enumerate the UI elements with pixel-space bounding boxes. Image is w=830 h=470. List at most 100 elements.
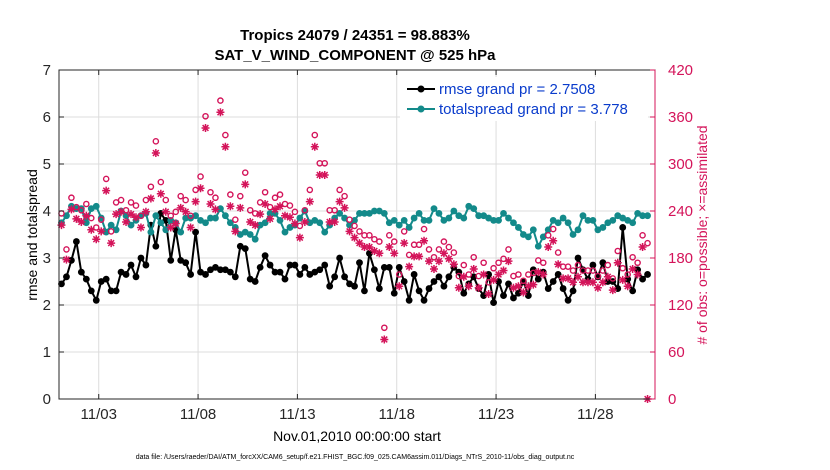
obs-assimilated-marker — [459, 272, 468, 281]
rmse-point — [395, 264, 403, 271]
x-tick-label: 11/18 — [379, 406, 415, 423]
obs-assimilated-marker — [271, 205, 280, 214]
y-right-tick-label: 360 — [668, 109, 693, 126]
obs-possible-marker — [589, 267, 597, 274]
obs-possible-marker — [222, 131, 229, 139]
obs-assimilated-marker — [385, 243, 394, 252]
obs-possible-marker — [311, 131, 319, 139]
rmse-point — [261, 252, 269, 260]
y-axis-right-label: # of obs: o=possible; ×=assimilated — [694, 125, 710, 344]
obs-assimilated-marker — [181, 207, 190, 216]
obs-assimilated-marker — [554, 260, 563, 269]
rmse-point — [87, 287, 95, 295]
y-left-tick-label: 4 — [43, 203, 51, 220]
obs-possible-marker — [425, 246, 433, 253]
rmse-point — [326, 282, 334, 290]
obs-possible-marker — [227, 191, 234, 198]
totalspread-point — [226, 219, 234, 227]
rmse-point — [72, 238, 80, 245]
obs-assimilated-marker — [310, 142, 319, 151]
obs-assimilated-marker — [425, 257, 434, 266]
obs-assimilated-marker — [434, 257, 443, 266]
totalspread-point — [276, 217, 284, 224]
obs-assimilated-marker — [410, 252, 419, 261]
obs-assimilated-marker — [365, 243, 374, 252]
totalspread-point — [380, 209, 388, 217]
totalspread-point — [500, 209, 507, 217]
obs-possible-marker — [569, 267, 577, 274]
obs-possible-marker — [594, 272, 602, 280]
rmse-point — [524, 292, 532, 299]
y-right-tick-label: 120 — [668, 297, 693, 314]
obs-assimilated-marker — [161, 207, 170, 216]
obs-possible-marker — [435, 246, 443, 253]
y-left-tick-label: 5 — [43, 156, 51, 173]
obs-possible-marker — [331, 206, 338, 214]
rmse-point — [500, 292, 507, 299]
rmse-point — [564, 296, 572, 304]
obs-possible-marker — [549, 225, 557, 233]
obs-assimilated-marker — [166, 223, 175, 232]
totalspread-point — [425, 217, 433, 224]
obs-assimilated-marker — [519, 288, 528, 297]
obs-assimilated-marker — [375, 249, 384, 258]
rmse-point — [435, 273, 443, 281]
rmse-point — [122, 271, 130, 278]
obs-assimilated-marker — [92, 235, 101, 244]
obs-assimilated-marker — [216, 108, 225, 117]
obs-possible-marker — [639, 232, 646, 239]
obs-assimilated-marker — [608, 286, 617, 295]
obs-assimilated-marker — [360, 243, 369, 252]
totalspread-point — [529, 226, 537, 234]
x-tick-label: 11/13 — [279, 406, 315, 423]
obs-possible-marker — [346, 216, 353, 223]
obs-possible-marker — [232, 216, 239, 223]
obs-assimilated-marker — [97, 227, 106, 236]
rmse-point — [336, 254, 344, 262]
obs-possible-marker — [78, 206, 85, 214]
rmse-point — [629, 287, 637, 295]
rmse-point — [63, 273, 70, 281]
totalspread-point — [157, 219, 165, 227]
rmse-point — [549, 278, 557, 285]
obs-possible-marker — [539, 259, 547, 267]
obs-assimilated-marker — [231, 227, 240, 236]
obs-assimilated-marker — [633, 270, 642, 279]
totalspread-point — [564, 219, 572, 227]
rmse-point — [559, 285, 567, 292]
rmse-point — [420, 296, 428, 304]
obs-assimilated-marker — [593, 283, 602, 292]
rmse-point — [316, 266, 324, 274]
totalspread-point — [510, 219, 517, 227]
chart-title: Tropics 24079 / 24351 = 98.883% — [240, 27, 470, 44]
rmse-point — [400, 278, 408, 285]
obs-assimilated-marker — [122, 217, 131, 226]
totalspread-point — [430, 205, 438, 213]
obs-possible-marker — [385, 232, 393, 239]
legend-rmse-marker — [417, 85, 425, 93]
rmse-point — [102, 275, 110, 283]
obs-possible-marker — [415, 241, 423, 249]
totalspread-point — [251, 235, 259, 243]
obs-assimilated-marker — [107, 239, 116, 248]
rmse-point — [266, 261, 274, 269]
rmse-point — [271, 268, 279, 276]
obs-possible-marker — [480, 259, 487, 267]
obs-assimilated-marker — [266, 214, 275, 223]
y-right-tick-label: 420 — [668, 62, 693, 79]
obs-assimilated-marker — [370, 246, 379, 255]
obs-assimilated-marker — [395, 282, 404, 291]
totalspread-point — [207, 214, 214, 222]
x-tick-label: 11/28 — [577, 406, 613, 423]
obs-assimilated-marker — [191, 197, 200, 206]
obs-possible-marker — [604, 261, 612, 269]
obs-possible-marker — [261, 188, 269, 196]
rmse-point — [127, 261, 135, 269]
rmse-point — [639, 275, 646, 283]
totalspread-point — [152, 212, 160, 220]
obs-assimilated-marker — [221, 142, 230, 151]
obs-assimilated-marker — [638, 243, 647, 252]
obs-assimilated-marker — [524, 282, 533, 291]
y-left-tick-label: 3 — [43, 250, 51, 267]
